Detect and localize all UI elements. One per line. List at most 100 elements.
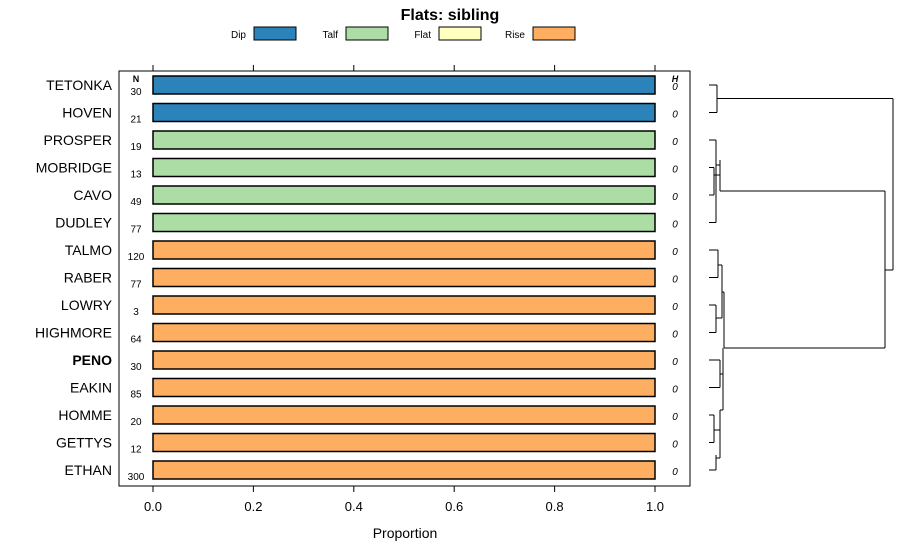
- y-tick-label: HOVEN: [62, 105, 112, 121]
- bar-segment-talf: [152, 185, 656, 205]
- bar-row: MOBRIDGE 13 0: [36, 157, 678, 181]
- n-value: 77: [130, 280, 142, 291]
- y-tick-label: EAKIN: [70, 380, 112, 396]
- h-value: 0: [672, 137, 678, 148]
- bar-segment-rise: [152, 377, 656, 398]
- legend-swatch: [532, 26, 576, 41]
- bar-row: DUDLEY 77 0: [55, 212, 678, 236]
- bar-row: PENO 30 0: [72, 350, 678, 373]
- n-value: 21: [130, 115, 142, 126]
- h-value: 0: [672, 412, 678, 423]
- y-tick-label: GETTYS: [56, 435, 112, 451]
- chart-legend: Dip Talf Flat Rise: [231, 26, 576, 41]
- h-value: 0: [672, 192, 678, 203]
- y-tick-label: MOBRIDGE: [36, 160, 112, 176]
- column-header-n: N: [133, 74, 140, 84]
- n-value: 20: [130, 417, 142, 428]
- legend-swatch: [253, 26, 297, 41]
- bar-row: PROSPER 19 0: [44, 130, 678, 153]
- n-value: 30: [130, 87, 142, 98]
- h-value: 0: [672, 385, 678, 396]
- bar-row: HOVEN 21 0: [62, 102, 678, 126]
- legend-label: Rise: [505, 30, 525, 41]
- bar-row: HOMME 20 0: [58, 405, 678, 428]
- y-tick-label: HOMME: [58, 407, 112, 423]
- y-tick-label: PENO: [72, 352, 112, 368]
- bar-segment-rise: [152, 460, 656, 480]
- bar-row: ETHAN 300 0: [65, 460, 678, 483]
- y-tick-label: TALMO: [65, 242, 112, 258]
- bar-segment-rise: [152, 405, 656, 425]
- bar-segment-rise: [152, 295, 656, 315]
- h-value: 0: [672, 440, 678, 451]
- bar-row: TALMO 120 0: [65, 240, 678, 263]
- bar-segment-talf: [152, 157, 656, 178]
- x-tick-label: 0.0: [144, 499, 162, 514]
- bar-row: CAVO 49 0: [73, 185, 678, 208]
- bar-segment-rise: [152, 432, 656, 453]
- x-axis: 0.0 0.2 0.4 0.6 0.8 1.0: [144, 65, 664, 514]
- x-tick-label: 0.8: [546, 499, 564, 514]
- n-value: 3: [133, 307, 139, 318]
- n-value: 120: [128, 252, 145, 263]
- h-value: 0: [672, 110, 678, 121]
- n-value: 30: [130, 362, 142, 373]
- y-tick-label: TETONKA: [46, 77, 113, 93]
- bar-row: GETTYS 12 0: [56, 432, 678, 456]
- x-axis-label: Proportion: [373, 525, 438, 541]
- bar-segment-dip: [152, 75, 656, 95]
- legend-item-rise: Rise: [505, 26, 576, 41]
- bar-row: EAKIN 85 0: [70, 377, 678, 401]
- x-tick-label: 0.6: [445, 499, 463, 514]
- h-value: 0: [672, 165, 678, 176]
- legend-label: Flat: [414, 30, 431, 41]
- column-header-h: H: [672, 74, 679, 84]
- h-value: 0: [672, 82, 678, 93]
- n-value: 85: [130, 390, 142, 401]
- legend-label: Dip: [231, 30, 246, 41]
- h-value: 0: [672, 467, 678, 478]
- h-value: 0: [672, 330, 678, 341]
- legend-label: Talf: [322, 30, 338, 41]
- y-tick-label: DUDLEY: [55, 215, 112, 231]
- bar-row: TETONKA 30 0: [46, 75, 678, 98]
- n-value: 12: [130, 445, 142, 456]
- y-tick-label: HIGHMORE: [35, 325, 112, 341]
- chart-title: Flats: sibling: [401, 7, 500, 24]
- bar-segment-talf: [152, 130, 656, 150]
- legend-item-dip: Dip: [231, 26, 297, 41]
- n-value: 300: [128, 472, 145, 483]
- legend-item-flat: Flat: [414, 26, 482, 41]
- bar-segment-talf: [152, 212, 656, 233]
- x-tick-label: 0.2: [244, 499, 262, 514]
- y-tick-label: PROSPER: [44, 132, 112, 148]
- bar-segment-rise: [152, 267, 656, 288]
- bar-segment-rise: [152, 350, 656, 370]
- dendrogram: [709, 84, 894, 471]
- bar-row: RABER 77 0: [64, 267, 678, 291]
- x-tick-label: 0.4: [345, 499, 363, 514]
- n-value: 77: [130, 225, 142, 236]
- h-value: 0: [672, 302, 678, 313]
- bar-row: LOWRY 3 0: [61, 295, 678, 318]
- legend-item-talf: Talf: [322, 26, 389, 41]
- x-tick-label: 1.0: [646, 499, 664, 514]
- h-value: 0: [672, 275, 678, 286]
- y-tick-label: LOWRY: [61, 297, 113, 313]
- legend-swatch: [345, 26, 389, 41]
- bar-segment-rise: [152, 240, 656, 260]
- h-value: 0: [672, 357, 678, 368]
- y-tick-label: CAVO: [73, 187, 112, 203]
- y-tick-label: ETHAN: [65, 462, 112, 478]
- bar-segment-dip: [152, 102, 656, 123]
- n-value: 64: [130, 335, 142, 346]
- bar-segment-rise: [152, 322, 656, 343]
- h-value: 0: [672, 247, 678, 258]
- legend-swatch: [438, 26, 482, 41]
- n-value: 13: [130, 170, 142, 181]
- plot-frame: [118, 70, 691, 487]
- n-value: 49: [130, 197, 142, 208]
- y-tick-label: RABER: [64, 270, 112, 286]
